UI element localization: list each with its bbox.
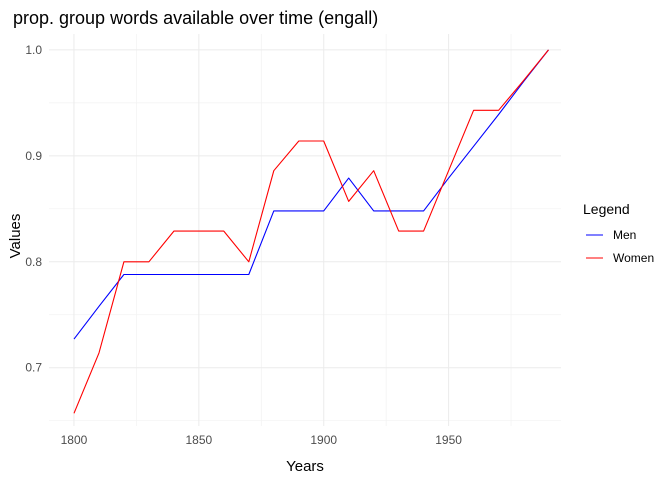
chart-title: prop. group words available over time (e…: [13, 8, 378, 28]
x-tick-label: 1900: [310, 433, 337, 447]
x-tick-label: 1950: [435, 433, 462, 447]
x-axis-ticks: 1800 1850 1900 1950: [61, 433, 463, 447]
y-tick-label: 1.0: [25, 43, 42, 57]
x-axis-title: Years: [286, 458, 324, 475]
legend-label-men: Men: [613, 228, 636, 242]
x-tick-label: 1800: [61, 433, 88, 447]
series-lines: [73, 49, 549, 414]
y-tick-label: 0.7: [25, 361, 42, 375]
y-tick-label: 0.9: [25, 149, 42, 163]
legend-label-women: Women: [613, 251, 654, 265]
series-line-men: [73, 49, 549, 340]
plot-grid: [49, 34, 561, 426]
legend: Legend Men Women: [583, 201, 654, 265]
y-axis-ticks: 0.7 0.8 0.9 1.0: [25, 43, 42, 375]
legend-title: Legend: [583, 201, 630, 217]
y-tick-label: 0.8: [25, 255, 42, 269]
y-axis-title: Values: [7, 214, 24, 259]
series-line-women: [73, 49, 549, 414]
x-tick-label: 1850: [186, 433, 213, 447]
